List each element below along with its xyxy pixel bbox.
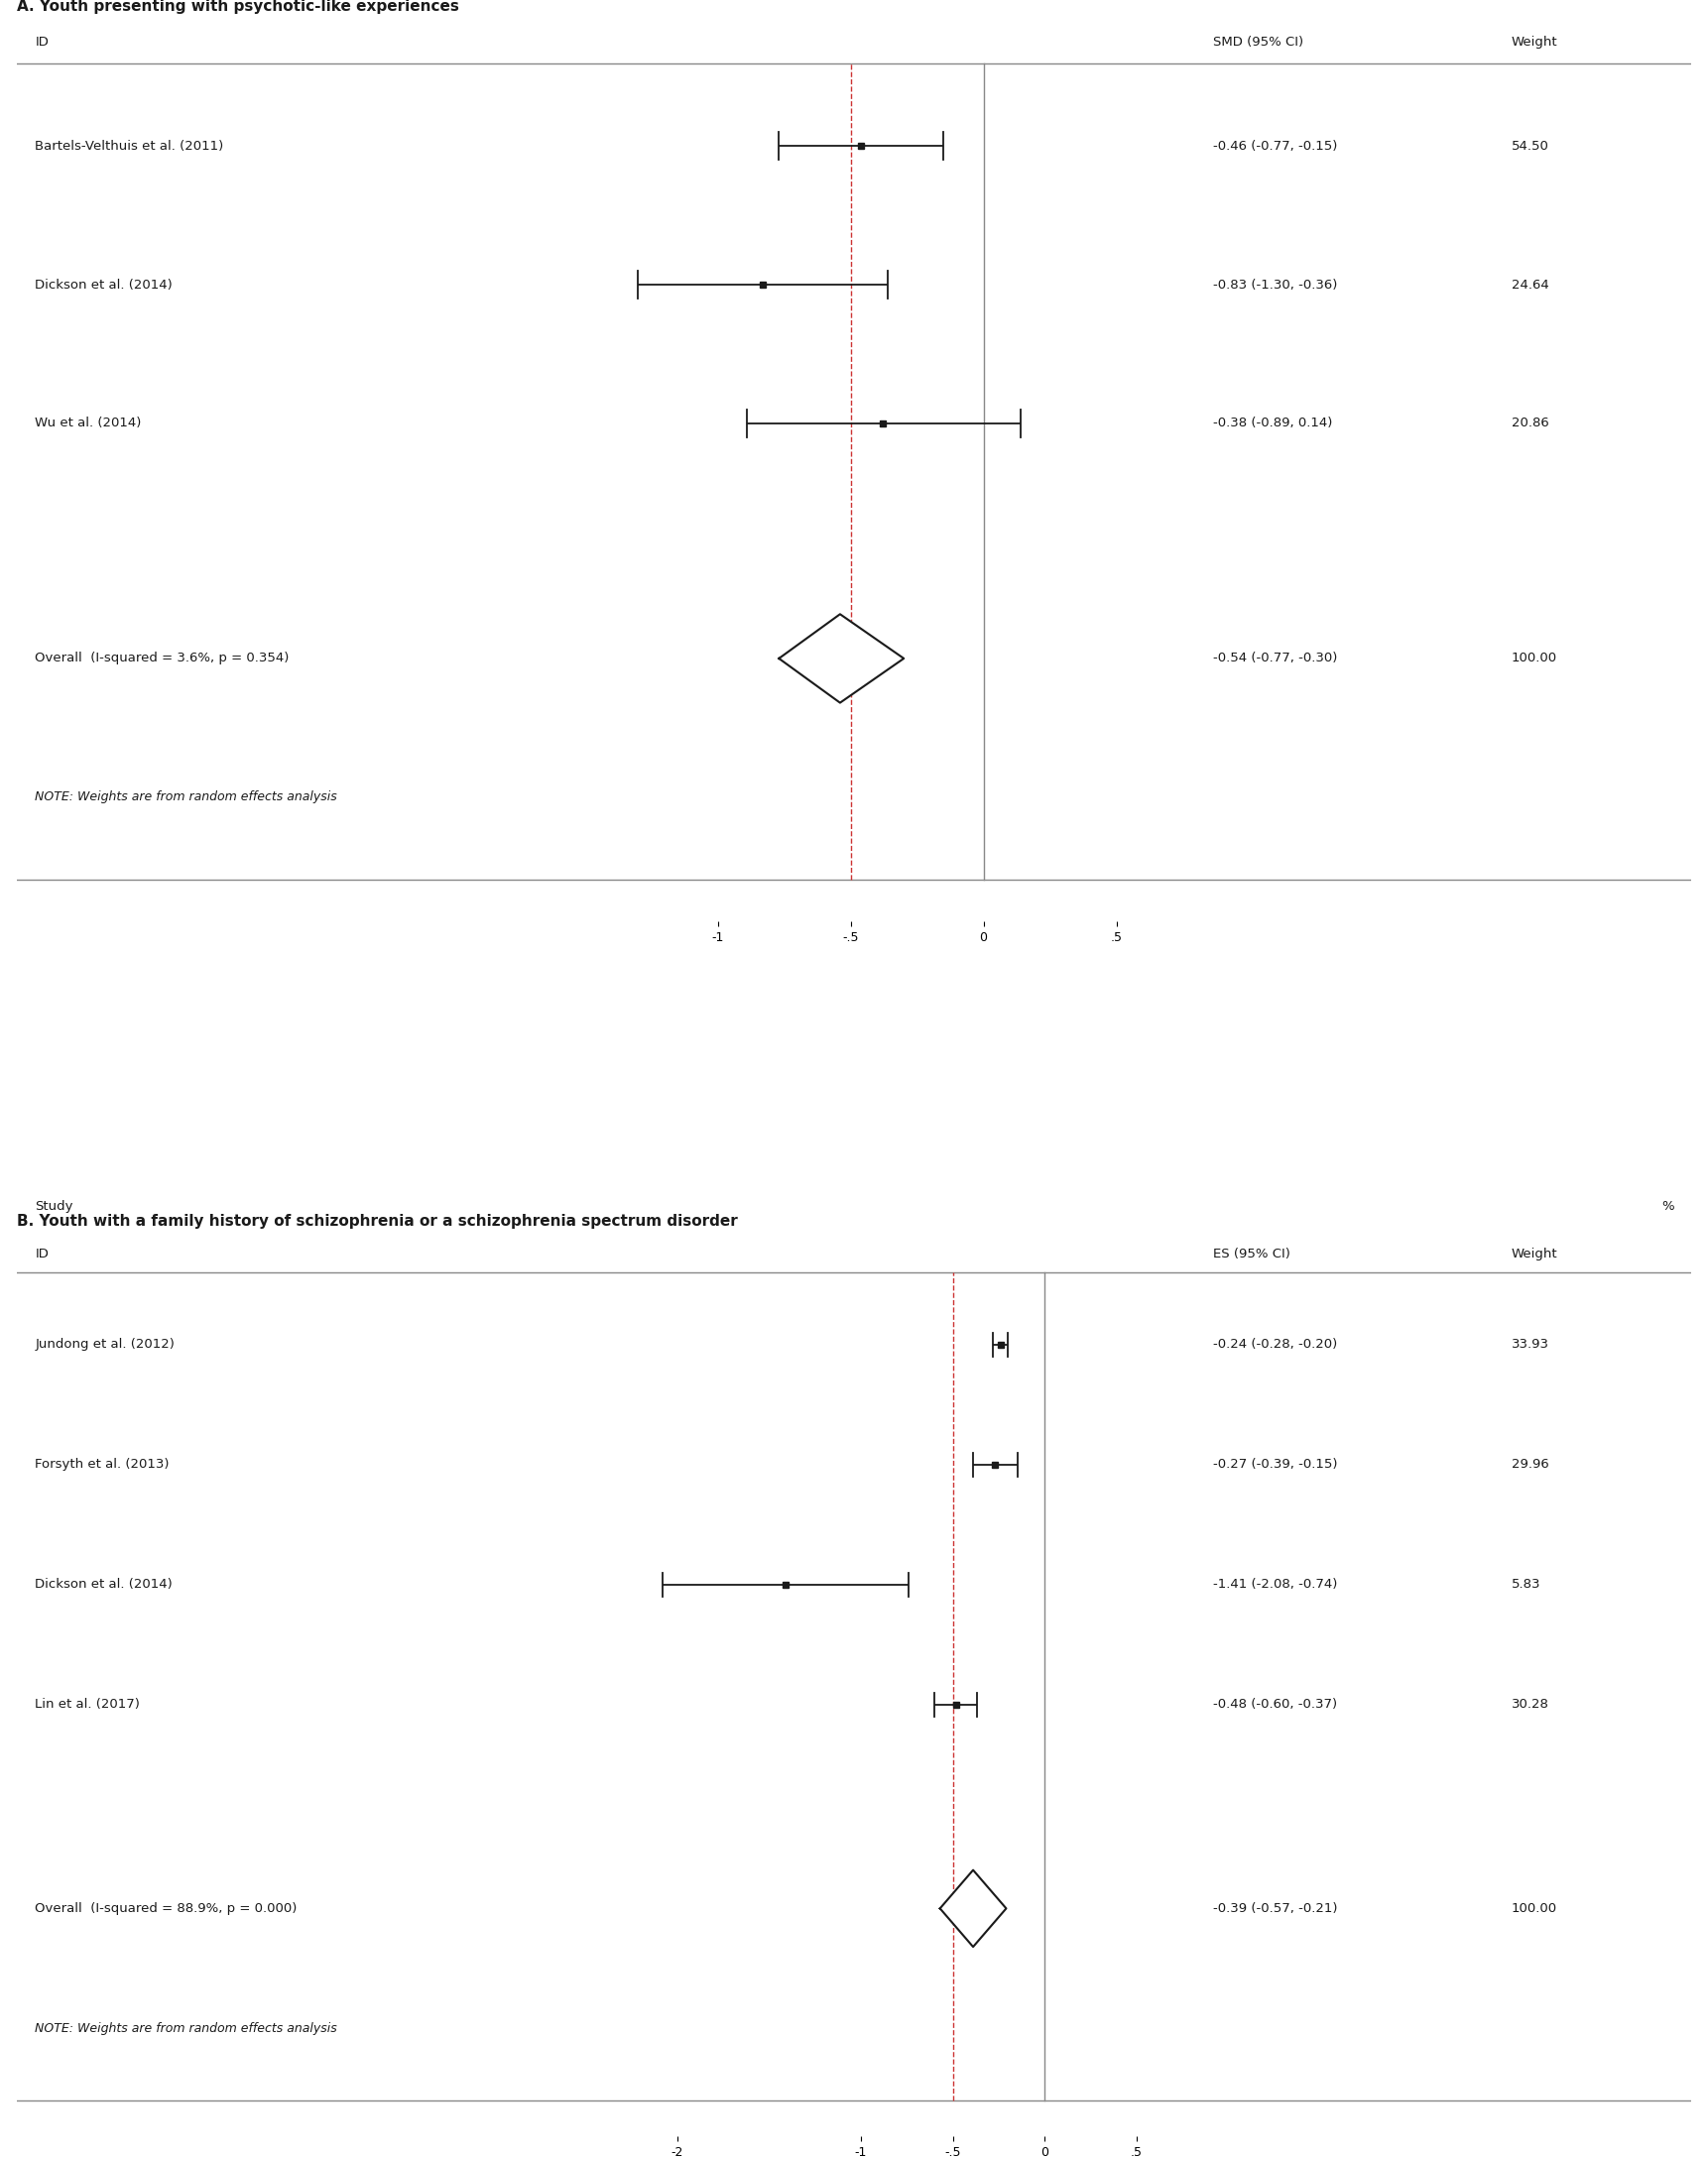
Text: 20.86: 20.86 (1512, 416, 1549, 429)
Text: ID: ID (36, 37, 50, 50)
Text: Wu et al. (2014): Wu et al. (2014) (36, 416, 142, 429)
Text: Study: Study (36, 1200, 73, 1213)
Text: %: % (1662, 1200, 1674, 1213)
Text: 5.83: 5.83 (1512, 1577, 1541, 1590)
Text: ID: ID (36, 1247, 50, 1260)
Text: 100.00: 100.00 (1512, 1901, 1558, 1914)
Text: -0.83 (-1.30, -0.36): -0.83 (-1.30, -0.36) (1213, 278, 1337, 291)
Text: NOTE: Weights are from random effects analysis: NOTE: Weights are from random effects an… (36, 2022, 336, 2035)
Text: ES (95% CI): ES (95% CI) (1213, 1247, 1290, 1260)
Text: Weight: Weight (1512, 1247, 1558, 1260)
Text: -1.41 (-2.08, -0.74): -1.41 (-2.08, -0.74) (1213, 1577, 1337, 1590)
Text: Lin et al. (2017): Lin et al. (2017) (36, 1698, 140, 1711)
Text: Jundong et al. (2012): Jundong et al. (2012) (36, 1338, 174, 1351)
Text: Dickson et al. (2014): Dickson et al. (2014) (36, 278, 173, 291)
Text: Dickson et al. (2014): Dickson et al. (2014) (36, 1577, 173, 1590)
Polygon shape (939, 1871, 1006, 1947)
Text: 30.28: 30.28 (1512, 1698, 1549, 1711)
Text: 100.00: 100.00 (1512, 652, 1558, 665)
Text: Overall  (I-squared = 88.9%, p = 0.000): Overall (I-squared = 88.9%, p = 0.000) (36, 1901, 297, 1914)
Text: -0.46 (-0.77, -0.15): -0.46 (-0.77, -0.15) (1213, 140, 1337, 153)
Text: -0.27 (-0.39, -0.15): -0.27 (-0.39, -0.15) (1213, 1459, 1337, 1472)
Text: 33.93: 33.93 (1512, 1338, 1549, 1351)
Text: -0.38 (-0.89, 0.14): -0.38 (-0.89, 0.14) (1213, 416, 1332, 429)
Text: NOTE: Weights are from random effects analysis: NOTE: Weights are from random effects an… (36, 790, 336, 803)
Text: 24.64: 24.64 (1512, 278, 1549, 291)
Polygon shape (779, 615, 904, 704)
Text: -0.24 (-0.28, -0.20): -0.24 (-0.28, -0.20) (1213, 1338, 1337, 1351)
Text: 54.50: 54.50 (1512, 140, 1549, 153)
Text: Forsyth et al. (2013): Forsyth et al. (2013) (36, 1459, 169, 1472)
Text: 29.96: 29.96 (1512, 1459, 1549, 1472)
Text: -0.39 (-0.57, -0.21): -0.39 (-0.57, -0.21) (1213, 1901, 1337, 1914)
Text: Weight: Weight (1512, 37, 1558, 50)
Text: Overall  (I-squared = 3.6%, p = 0.354): Overall (I-squared = 3.6%, p = 0.354) (36, 652, 289, 665)
Text: Bartels-Velthuis et al. (2011): Bartels-Velthuis et al. (2011) (36, 140, 224, 153)
Text: B. Youth with a family history of schizophrenia or a schizophrenia spectrum diso: B. Youth with a family history of schizo… (17, 1213, 738, 1228)
Text: -0.48 (-0.60, -0.37): -0.48 (-0.60, -0.37) (1213, 1698, 1337, 1711)
Text: A. Youth presenting with psychotic-like experiences: A. Youth presenting with psychotic-like … (17, 0, 459, 13)
Text: -0.54 (-0.77, -0.30): -0.54 (-0.77, -0.30) (1213, 652, 1337, 665)
Text: SMD (95% CI): SMD (95% CI) (1213, 37, 1303, 50)
